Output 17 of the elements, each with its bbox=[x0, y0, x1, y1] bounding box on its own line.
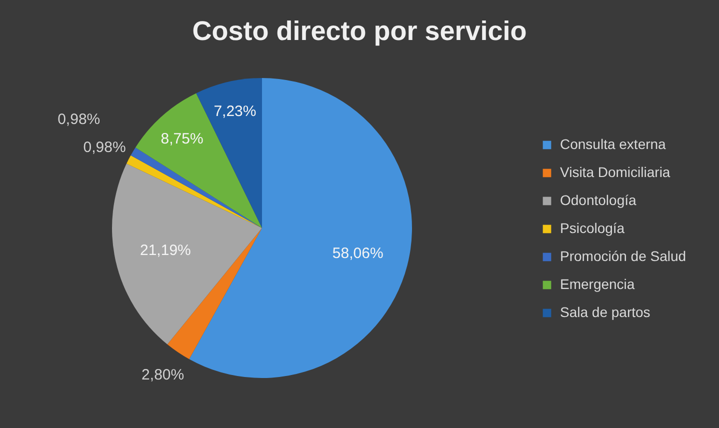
data-label: 21,19% bbox=[140, 242, 191, 259]
data-label: 7,23% bbox=[214, 103, 256, 120]
legend-label: Odontología bbox=[560, 192, 636, 208]
legend-label: Emergencia bbox=[560, 276, 635, 292]
pie-slice bbox=[112, 164, 262, 344]
legend-label: Consulta externa bbox=[560, 136, 666, 152]
data-label: 0,98% bbox=[58, 111, 100, 128]
legend-label: Sala de partos bbox=[560, 304, 650, 320]
data-label: 8,75% bbox=[160, 130, 204, 148]
legend-label: Promoción de Salud bbox=[560, 248, 686, 264]
pie-slice bbox=[135, 93, 262, 228]
data-label: 58,06% bbox=[332, 244, 384, 262]
data-label: 2,80% bbox=[142, 366, 184, 384]
legend-label: Visita Domiciliaria bbox=[560, 164, 670, 180]
legend-label: Psicología bbox=[560, 220, 625, 236]
chart-title: Costo directo por servicio bbox=[192, 16, 527, 46]
data-label: 0,98% bbox=[83, 139, 126, 156]
